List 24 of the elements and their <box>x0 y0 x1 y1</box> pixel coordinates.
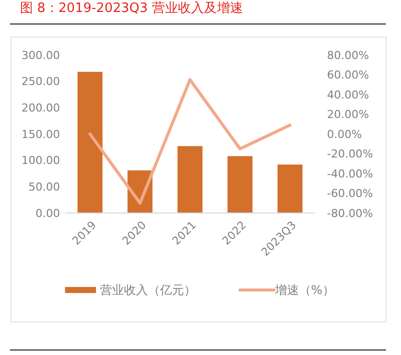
y-tick-label: 300.00 <box>22 48 60 62</box>
y2-tick-label: -40.00% <box>327 167 373 180</box>
y-tick-label: 200.00 <box>22 102 60 115</box>
y-tick-label: 250.00 <box>22 75 60 88</box>
y-tick-label: 150.00 <box>22 128 60 141</box>
y2-tick-label: 0.00% <box>327 128 362 141</box>
y-tick-label: 50.00 <box>28 180 60 194</box>
bar <box>78 72 102 213</box>
y2-tick-label: 80.00% <box>327 48 369 62</box>
bar <box>228 156 252 213</box>
y-tick-label: 0.00 <box>36 206 60 220</box>
y2-tick-label: 60.00% <box>327 68 369 82</box>
y2-tick-label: -20.00% <box>327 148 373 161</box>
y2-tick-label: 20.00% <box>327 108 369 122</box>
y-tick-label: 100.00 <box>22 154 60 168</box>
bar <box>278 164 302 213</box>
legend-label: 增速（%） <box>274 283 334 298</box>
chart-title: 图 8：2019-2023Q3 营业收入及增速 <box>20 1 243 16</box>
line-series <box>88 78 292 205</box>
y2-tick-label: -60.00% <box>327 187 373 200</box>
bar <box>178 146 202 213</box>
legend-label: 营业收入（亿元） <box>100 283 196 298</box>
y2-tick-label: 40.00% <box>327 88 369 102</box>
y2-tick-label: -80.00% <box>327 206 373 220</box>
